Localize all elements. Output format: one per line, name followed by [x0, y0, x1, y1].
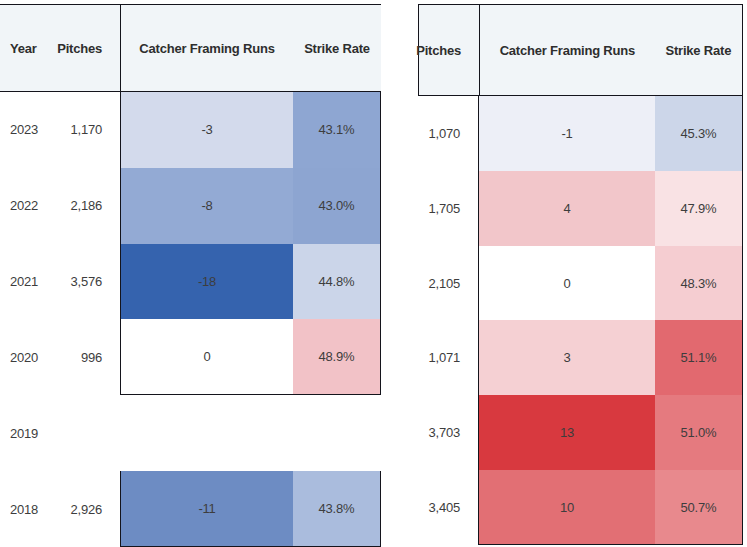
table-row: 1,071 3 51.1% — [418, 320, 743, 395]
year-cell: 2018 — [0, 471, 55, 547]
year-cell: 2021 — [0, 244, 55, 320]
strike-rate-cell: 45.3% — [655, 96, 743, 171]
pitches-cell: 1,071 — [418, 320, 478, 395]
framing-table-by-year: Year Pitches Catcher Framing Runs Strike… — [0, 4, 381, 547]
pitches-cell: 3,576 — [55, 244, 120, 320]
pitches-cell: 3,405 — [418, 470, 478, 545]
framing-runs-cell: -1 — [478, 96, 655, 171]
table-header-row: Year Pitches Catcher Framing Runs Strike… — [0, 4, 381, 92]
table-row: 1,705 4 47.9% — [418, 171, 743, 246]
framing-runs-cell-empty — [120, 395, 293, 471]
table-row: 2,105 0 48.3% — [418, 246, 743, 321]
strike-rate-cell: 43.0% — [293, 168, 381, 244]
pitches-cell: 996 — [55, 319, 120, 395]
year-cell: 2019 — [0, 395, 55, 471]
pitches-cell: 1,705 — [418, 171, 478, 246]
strike-rate-cell-empty — [293, 395, 381, 471]
pitches-cell: 2,186 — [55, 168, 120, 244]
framing-runs-cell: 13 — [478, 395, 655, 470]
pitches-cell: 1,170 — [55, 92, 120, 168]
column-header-catcher-framing-runs: Catcher Framing Runs — [479, 5, 655, 95]
column-header-catcher-framing-runs: Catcher Framing Runs — [120, 5, 293, 91]
strike-rate-cell: 44.8% — [293, 244, 381, 320]
column-header-pitches: Pitches — [419, 5, 479, 95]
framing-table-comparison: Pitches Catcher Framing Runs Strike Rate… — [418, 4, 743, 545]
table-body: 2023 1,170 -3 43.1% 2022 2,186 -8 43.0% … — [0, 92, 381, 547]
framing-runs-cell: 10 — [478, 470, 655, 545]
framing-runs-cell: -8 — [120, 168, 293, 244]
strike-rate-cell: 43.1% — [293, 92, 381, 168]
table-row-2023: 2023 1,170 -3 43.1% — [0, 92, 381, 168]
column-header-strike-rate: Strike Rate — [655, 5, 742, 95]
pitches-cell: 1,070 — [418, 96, 478, 171]
framing-runs-cell: 0 — [120, 319, 293, 395]
year-cell: 2020 — [0, 319, 55, 395]
framing-runs-cell: -3 — [120, 92, 293, 168]
table-row-2022: 2022 2,186 -8 43.0% — [0, 168, 381, 244]
table-row: 3,703 13 51.0% — [418, 395, 743, 470]
column-header-year: Year — [0, 5, 55, 91]
table-header-row: Pitches Catcher Framing Runs Strike Rate — [418, 4, 743, 96]
pitches-cell — [55, 395, 120, 471]
framing-runs-cell: 3 — [478, 320, 655, 395]
catcher-framing-stats-page: Year Pitches Catcher Framing Runs Strike… — [0, 0, 747, 547]
pitches-cell: 3,703 — [418, 395, 478, 470]
pitches-cell: 2,105 — [418, 246, 478, 321]
strike-rate-cell: 47.9% — [655, 171, 743, 246]
table-row: 1,070 -1 45.3% — [418, 96, 743, 171]
framing-runs-cell: -18 — [120, 244, 293, 320]
framing-runs-cell: -11 — [120, 471, 293, 547]
strike-rate-cell: 48.3% — [655, 246, 743, 321]
table-row: 3,405 10 50.7% — [418, 470, 743, 545]
table-body: 1,070 -1 45.3% 1,705 4 47.9% 2,105 0 48.… — [418, 96, 743, 545]
year-cell: 2022 — [0, 168, 55, 244]
column-header-strike-rate: Strike Rate — [293, 5, 381, 91]
strike-rate-cell: 48.9% — [293, 319, 381, 395]
pitches-cell: 2,926 — [55, 471, 120, 547]
framing-runs-cell: 0 — [478, 246, 655, 321]
table-row-2020: 2020 996 0 48.9% — [0, 319, 381, 395]
table-row-2019-empty: 2019 — [0, 395, 381, 471]
framing-runs-cell: 4 — [478, 171, 655, 246]
table-row-2018: 2018 2,926 -11 43.8% — [0, 471, 381, 547]
column-header-pitches: Pitches — [55, 5, 120, 91]
strike-rate-cell: 51.1% — [655, 320, 743, 395]
strike-rate-cell: 50.7% — [655, 470, 743, 545]
strike-rate-cell: 43.8% — [293, 471, 381, 547]
strike-rate-cell: 51.0% — [655, 395, 743, 470]
table-row-2021: 2021 3,576 -18 44.8% — [0, 244, 381, 320]
year-cell: 2023 — [0, 92, 55, 168]
